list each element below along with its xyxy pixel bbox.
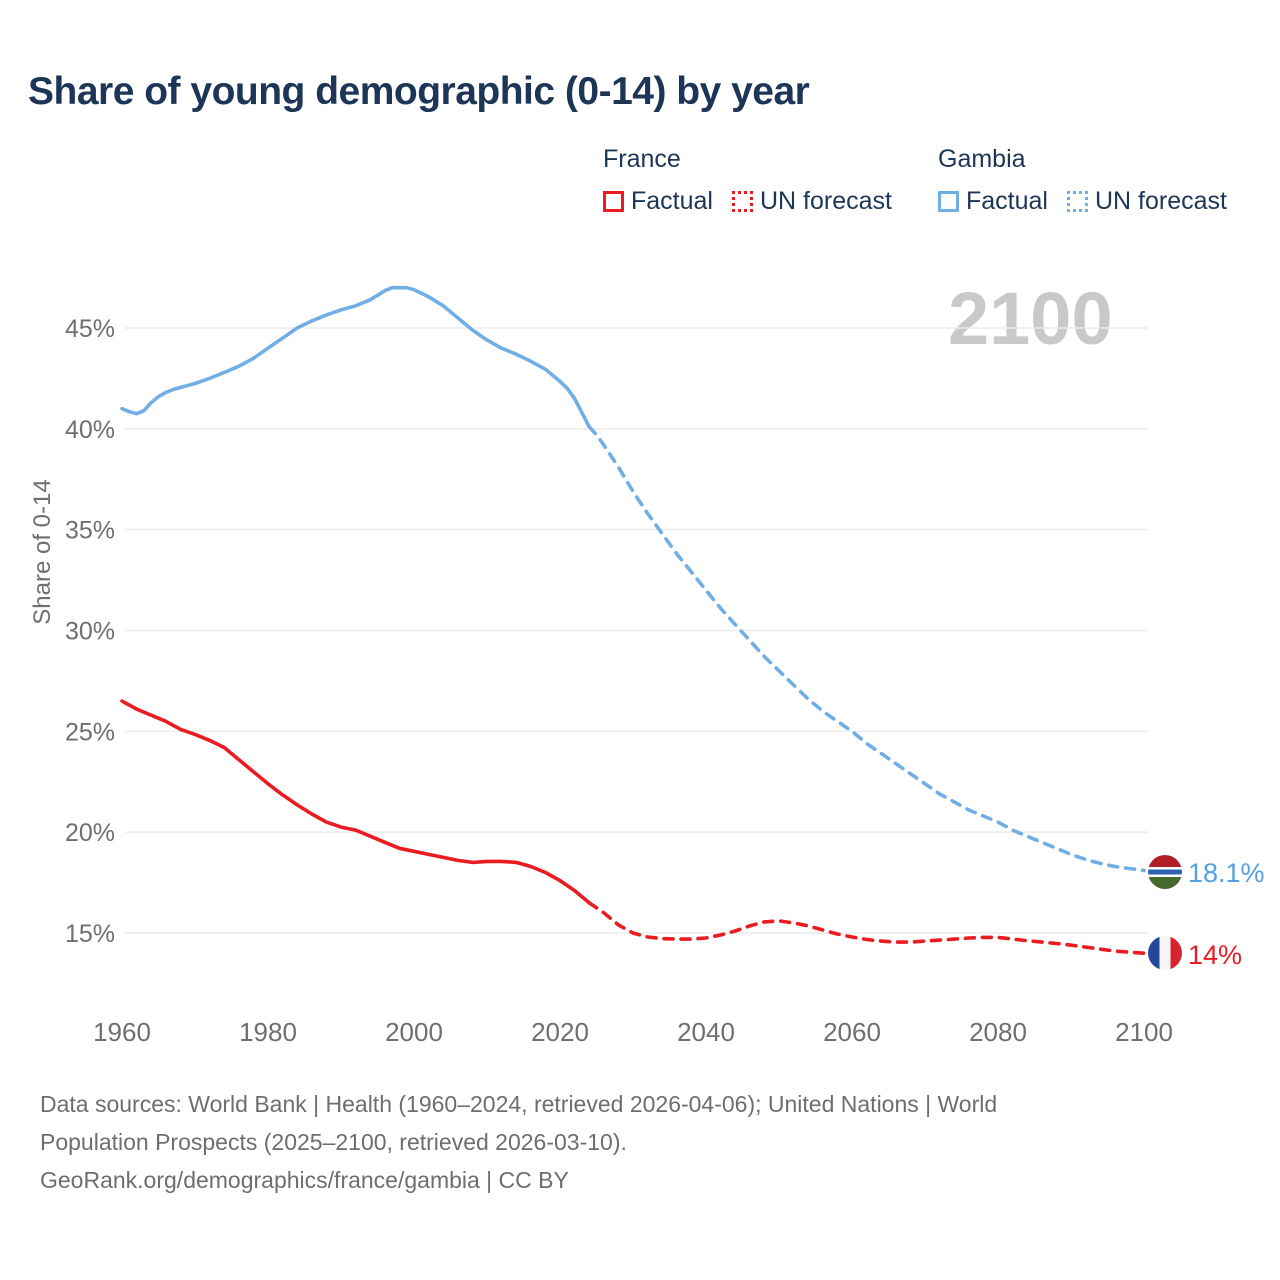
y-tick-label: 25% <box>65 718 115 746</box>
y-tick-label: 30% <box>65 618 115 646</box>
legend-row-gambia: Factual UN forecast <box>938 187 1227 216</box>
series-france-un-forecast <box>587 901 1146 955</box>
x-tick-label: 2000 <box>385 1017 443 1047</box>
gambia-forecast-swatch-icon <box>1066 191 1088 212</box>
x-tick-label: 2080 <box>969 1017 1027 1047</box>
x-tick-label: 2100 <box>1115 1017 1173 1047</box>
series-gambia-factual <box>120 285 591 429</box>
legend-item-gambia-factual[interactable]: Factual <box>938 187 1048 216</box>
forecast-endyear-watermark: 2100 <box>948 277 1113 360</box>
x-tick-label: 1980 <box>239 1017 297 1047</box>
page-title: Share of young demographic (0-14) by yea… <box>28 70 810 113</box>
legend-country-gambia: Gambia <box>938 145 1026 173</box>
y-tick-label: 35% <box>65 517 115 545</box>
legend-label-france-forecast: UN forecast <box>759 187 892 215</box>
legend-label-france-factual: Factual <box>631 187 713 215</box>
series-gambia-un-forecast <box>587 425 1146 873</box>
y-axis-title: Share of 0-14 <box>29 479 56 625</box>
y-tick-label: 40% <box>65 416 115 444</box>
data-sources-text: Data sources: World Bank | Health (1960–… <box>40 1091 998 1155</box>
legend-row-france: Factual UN forecast <box>603 187 892 216</box>
gambia-end-value: 18.1% <box>1188 858 1265 888</box>
legend-group-france: France Factual UN forecast <box>603 145 892 216</box>
legend-item-france-forecast[interactable]: UN forecast <box>731 187 892 216</box>
series-france-factual <box>120 699 591 905</box>
gambia-flag-icon <box>1148 855 1182 889</box>
x-tick-label: 2040 <box>677 1017 735 1047</box>
france-factual-swatch-icon <box>603 191 624 212</box>
x-tick-label: 1960 <box>93 1017 151 1047</box>
gambia-factual-swatch-icon <box>938 191 959 212</box>
attribution-link: GeoRank.org/demographics/france/gambia |… <box>40 1167 569 1193</box>
legend-group-gambia: Gambia Factual UN forecast <box>938 145 1227 216</box>
legend-label-gambia-forecast: UN forecast <box>1094 187 1227 215</box>
x-tick-label: 2020 <box>531 1017 589 1047</box>
legend-country-france: France <box>603 145 681 173</box>
y-tick-label: 15% <box>65 920 115 948</box>
france-end-value: 14% <box>1188 940 1243 970</box>
x-tick-label: 2060 <box>823 1017 881 1047</box>
footer: Data sources: World Bank | Health (1960–… <box>40 1085 1040 1199</box>
legend-item-gambia-forecast[interactable]: UN forecast <box>1066 187 1227 216</box>
y-tick-label: 45% <box>65 315 115 343</box>
legend-item-france-factual[interactable]: Factual <box>603 187 713 216</box>
france-forecast-swatch-icon <box>731 191 753 212</box>
legend-label-gambia-factual: Factual <box>966 187 1048 215</box>
france-flag-icon <box>1148 936 1182 970</box>
y-tick-label: 20% <box>65 819 115 847</box>
